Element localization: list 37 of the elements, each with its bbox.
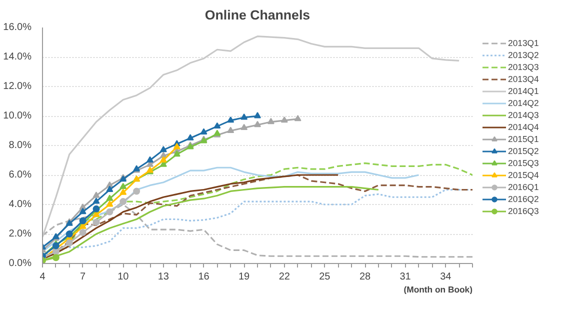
legend-label: 2014Q1 (508, 85, 539, 97)
legend-label: 2014Q3 (508, 109, 539, 121)
legend-label: 2016Q2 (508, 193, 539, 205)
legend-label: 2013Q4 (508, 73, 539, 85)
y-tick-label: 8.0% (8, 140, 32, 151)
y-tick-label: 2.0% (8, 228, 32, 240)
x-tick-label: 19 (238, 272, 250, 282)
x-tick-label: 7 (80, 272, 86, 282)
legend-label: 2014Q4 (508, 121, 539, 133)
y-tick-label: 16.0% (3, 22, 32, 33)
y-tick-label: 4.0% (8, 199, 32, 210)
x-tick-label: 28 (359, 272, 371, 282)
x-tick-label: 10 (118, 272, 130, 282)
x-tick-label: 25 (319, 272, 331, 282)
legend-label: 2013Q1 (508, 37, 539, 49)
legend-label: 2015Q4 (508, 169, 539, 181)
x-tick-label: 13 (158, 272, 170, 282)
legend-label: 2015Q2 (508, 145, 539, 157)
y-tick-label: 10.0% (3, 110, 32, 122)
legend-label: 2013Q3 (508, 61, 539, 73)
chart-title: Online Channels (204, 8, 310, 22)
legend-label: 2015Q1 (508, 133, 539, 145)
legend-label: 2016Q3 (508, 205, 539, 217)
x-tick-label: 22 (278, 272, 290, 282)
y-tick-label: 12.0% (3, 81, 32, 92)
y-tick-label: 6.0% (8, 170, 32, 180)
legend-label: 2016Q1 (508, 181, 539, 193)
x-tick-label: 4 (40, 272, 46, 282)
y-tick-label: 0.0% (8, 258, 32, 269)
x-tick-label: 31 (400, 272, 412, 282)
x-tick-label: 34 (440, 272, 452, 282)
legend-label: 2015Q3 (508, 157, 539, 169)
x-tick-label: 16 (198, 272, 210, 282)
y-tick-label: 14.0% (3, 52, 32, 62)
legend-label: 2014Q2 (508, 97, 539, 109)
legend-label: 2013Q2 (508, 49, 539, 61)
x-axis-title: (Month on Book) (404, 284, 473, 294)
